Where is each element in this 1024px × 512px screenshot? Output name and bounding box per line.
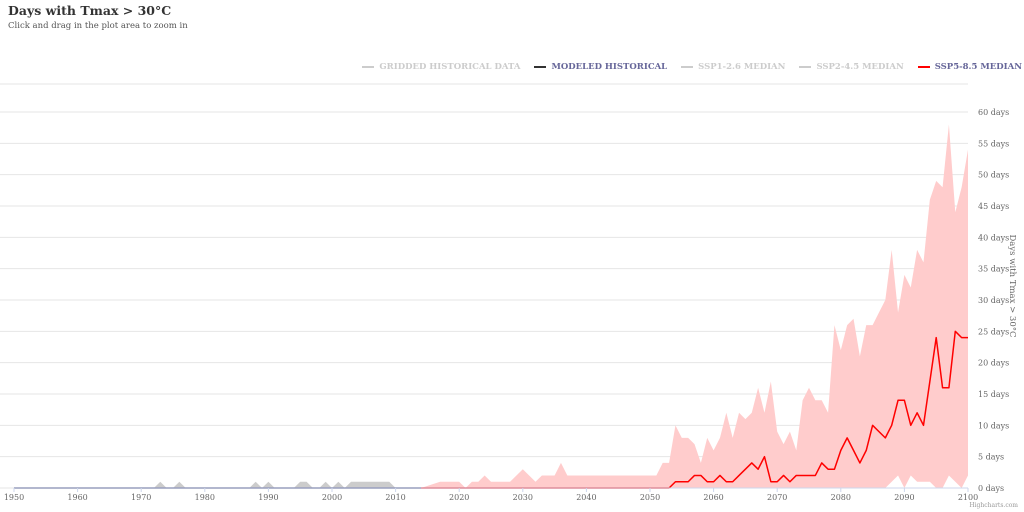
legend-item-3[interactable]: SSP2-4.5 MEDIAN <box>799 62 904 72</box>
ssp585-range-band <box>421 124 968 489</box>
y-axis: 0 days 5 days 10 days 15 days 20 days 25 days… <box>978 108 1017 493</box>
ssp585-median-line <box>421 330 968 489</box>
ssp585-range-area <box>421 124 968 489</box>
legend-item-2[interactable]: SSP1-2.6 MEDIAN <box>681 62 785 72</box>
y-tick-label: 45 days <box>978 202 1009 211</box>
legend-swatch <box>681 66 694 68</box>
legend: GRIDDED HISTORICAL DATA MODELED HISTORICA… <box>362 62 1022 72</box>
y-tick-label: 10 days <box>978 421 1009 430</box>
legend-label: SSP1-2.6 MEDIAN <box>698 62 786 72</box>
y-tick-label: 20 days <box>978 359 1009 368</box>
y-tick-label: 55 days <box>978 139 1009 148</box>
y-tick-label: 30 days <box>978 296 1009 305</box>
credits-link[interactable]: Highcharts.com <box>969 502 1018 509</box>
x-tick-label: 2010 <box>385 493 405 502</box>
y-axis-title: Days with Tmax > 30°C <box>1007 234 1017 337</box>
x-tick-label: 1960 <box>67 493 87 502</box>
y-tick-label: 15 days <box>978 390 1009 399</box>
x-tick-label: 1990 <box>258 493 278 502</box>
chart-title: Days with Tmax > 30°C <box>8 3 172 18</box>
legend-label: GRIDDED HISTORICAL DATA <box>379 62 521 72</box>
y-tick-label: 40 days <box>978 233 1009 242</box>
x-axis: 1950 1960 1970 1980 1990 2000 2010 2020 2030 2040… <box>4 487 978 502</box>
x-tick-label: 2080 <box>831 493 851 502</box>
y-tick-label: 50 days <box>978 171 1009 180</box>
legend-label: SSP5-8.5 MEDIAN <box>934 62 1022 72</box>
legend-item-1[interactable]: MODELED HISTORICAL <box>534 62 667 72</box>
gridded-historical-path <box>14 481 422 488</box>
legend-swatch <box>799 66 812 68</box>
x-tick-label: 2030 <box>513 493 533 502</box>
legend-item-0[interactable]: GRIDDED HISTORICAL DATA <box>362 62 520 72</box>
x-tick-label: 2050 <box>640 493 660 502</box>
y-tick-label: 5 days <box>978 453 1004 462</box>
x-tick-label: 1950 <box>4 493 24 502</box>
legend-swatch <box>917 66 930 68</box>
x-tick-label: 1970 <box>131 493 151 502</box>
x-tick-label: 2070 <box>767 493 787 502</box>
x-tick-label: 2040 <box>576 493 596 502</box>
y-tick-label: 60 days <box>978 108 1009 117</box>
legend-label: MODELED HISTORICAL <box>551 62 668 72</box>
x-tick-label: 2060 <box>703 493 723 502</box>
y-tick-label: 0 days <box>978 484 1004 493</box>
x-tick-label: 2020 <box>449 493 469 502</box>
y-tick-label: 25 days <box>978 327 1009 336</box>
x-tick-label: 2100 <box>958 493 978 502</box>
chart-subtitle: Click and drag in the plot area to zoom … <box>8 21 188 31</box>
legend-label: SSP2-4.5 MEDIAN <box>816 62 904 72</box>
legend-swatch <box>362 66 375 68</box>
x-tick-label: 2000 <box>322 493 342 502</box>
gridded-historical-area <box>14 481 422 488</box>
x-tick-label: 1980 <box>195 493 215 502</box>
x-tick-label: 2090 <box>894 493 914 502</box>
legend-swatch <box>534 66 547 68</box>
y-tick-label: 35 days <box>978 265 1009 274</box>
legend-item-4[interactable]: SSP5-8.5 MEDIAN <box>917 62 1022 72</box>
